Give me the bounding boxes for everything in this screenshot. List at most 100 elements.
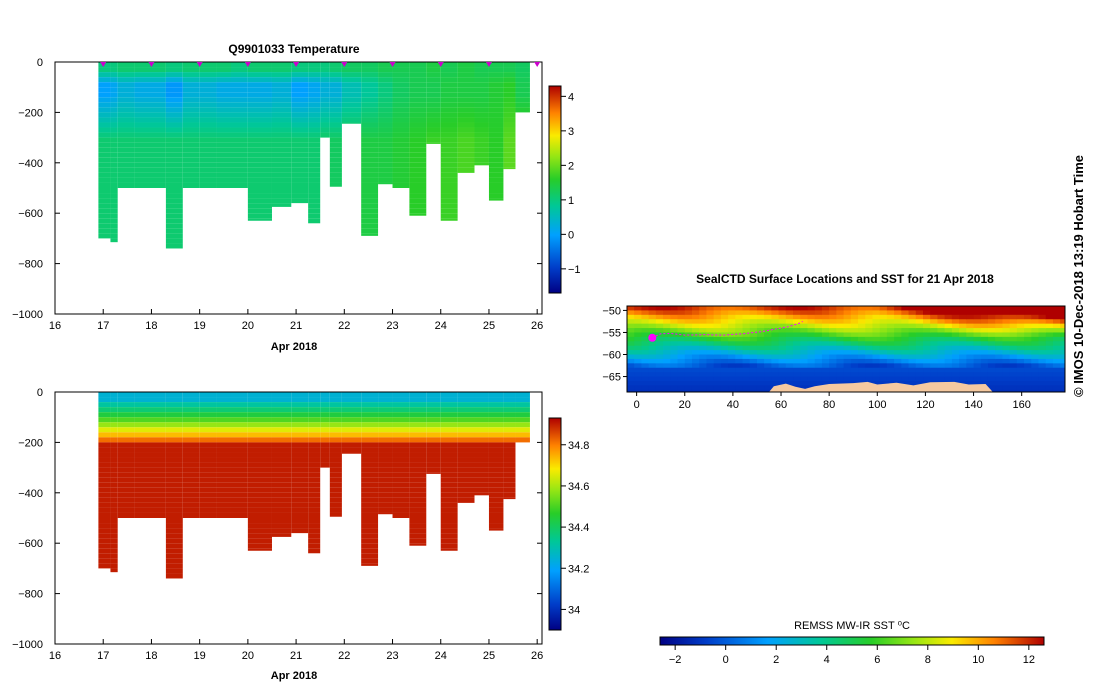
sst-cell — [800, 314, 808, 320]
temperature-cell — [216, 112, 231, 118]
sst-cell — [728, 314, 736, 320]
temperature-cell — [98, 213, 111, 219]
sst-cell — [800, 336, 808, 342]
temperature-cell — [216, 147, 231, 153]
sst-cell — [670, 380, 679, 386]
salinity-cell — [291, 442, 309, 448]
sst-cell — [648, 328, 657, 333]
temperature-cell — [308, 107, 321, 113]
sst-cell — [995, 319, 1003, 325]
salinity-cell — [329, 397, 342, 403]
temperature-cell — [117, 72, 135, 78]
sst-cell — [756, 385, 765, 391]
temperature-cell — [291, 152, 309, 158]
temperature-cell — [98, 203, 111, 209]
temperature-cell — [291, 137, 309, 143]
sst-cell — [778, 310, 787, 316]
sst-cell — [764, 319, 772, 325]
salinity-cell — [117, 487, 135, 493]
temperature-cell — [440, 167, 458, 173]
temperature-cell — [165, 188, 183, 194]
temperature-cell — [165, 102, 183, 108]
salinity-cell — [515, 427, 530, 433]
temperature-cell — [98, 77, 111, 83]
sst-cell — [641, 385, 650, 391]
salinity-cell — [216, 502, 231, 508]
sst-cell — [728, 345, 736, 351]
sst-cell — [1002, 328, 1011, 333]
sst-cell — [966, 354, 975, 360]
salinity-cell — [440, 472, 458, 478]
sst-cell — [814, 314, 823, 320]
sst-cell — [648, 358, 657, 364]
temperature-cell — [308, 127, 321, 133]
sst-cell — [858, 310, 866, 316]
salinity-cell — [409, 452, 427, 458]
salinity-cell — [474, 412, 489, 418]
sst-cell — [778, 345, 787, 351]
temperature-cell — [216, 132, 231, 138]
sst-cell — [1045, 341, 1054, 347]
temperature-cell — [110, 208, 118, 214]
salinity-cell — [378, 447, 393, 453]
temperature-cell — [440, 67, 458, 73]
temperature-cell — [378, 122, 393, 128]
profile-marker — [534, 62, 541, 67]
temperature-cell — [247, 152, 272, 158]
salinity-heatmap — [98, 392, 530, 579]
sst-cell — [764, 332, 772, 338]
temperature-cell — [361, 198, 379, 204]
sst-cell — [764, 367, 772, 373]
temperature-cell — [457, 132, 475, 138]
sst-cell — [793, 314, 801, 320]
sst-cell — [634, 314, 642, 320]
sst-cell — [720, 363, 729, 369]
sst-cell — [655, 354, 664, 360]
sst-cell — [995, 358, 1003, 364]
sst-cell — [821, 314, 830, 320]
salinity-cell — [426, 457, 441, 463]
salinity-cell — [182, 407, 200, 413]
sst-cell — [764, 323, 772, 329]
x-tick-label: 25 — [483, 320, 495, 332]
y-tick-label: 0 — [37, 57, 43, 69]
salinity-cell — [392, 482, 410, 488]
salinity-cell — [230, 487, 248, 493]
sst-cell — [858, 328, 866, 333]
sst-cell — [764, 363, 772, 369]
salinity-cell — [230, 502, 248, 508]
sst-cell — [886, 350, 895, 356]
sst-cell — [1016, 336, 1025, 342]
sst-cell — [756, 367, 765, 373]
salinity-cell — [426, 392, 441, 398]
salinity-cell — [308, 477, 321, 483]
y-tick-label: −600 — [18, 208, 43, 220]
temperature-cell — [503, 97, 516, 103]
temperature-cell — [488, 62, 504, 68]
temperature-cell — [488, 142, 504, 148]
x-tick-label: 20 — [242, 320, 254, 332]
temperature-cell — [488, 147, 504, 153]
y-tick-label: −400 — [18, 488, 43, 500]
salinity-cell — [291, 432, 309, 438]
salinity-cell — [341, 442, 362, 448]
temperature-cell — [488, 112, 504, 118]
sst-cell — [634, 372, 642, 378]
temperature-cell — [474, 62, 489, 68]
temperature-cell — [341, 62, 362, 68]
temperature-cell — [110, 182, 118, 188]
sst-cell — [1024, 376, 1032, 382]
temperature-cell — [216, 127, 231, 133]
temperature-cell — [98, 107, 111, 113]
temperature-cell — [503, 87, 516, 93]
sst-cell — [771, 341, 780, 347]
sst-cell — [1002, 350, 1011, 356]
sst-cell — [1016, 358, 1025, 364]
temperature-cell — [247, 72, 272, 78]
sst-cell — [641, 372, 650, 378]
temperature-cell — [308, 117, 321, 123]
sst-cell — [670, 332, 679, 338]
temperature-cell — [216, 172, 231, 178]
temperature-cell — [291, 77, 309, 83]
x-tick-label: 17 — [97, 650, 109, 662]
